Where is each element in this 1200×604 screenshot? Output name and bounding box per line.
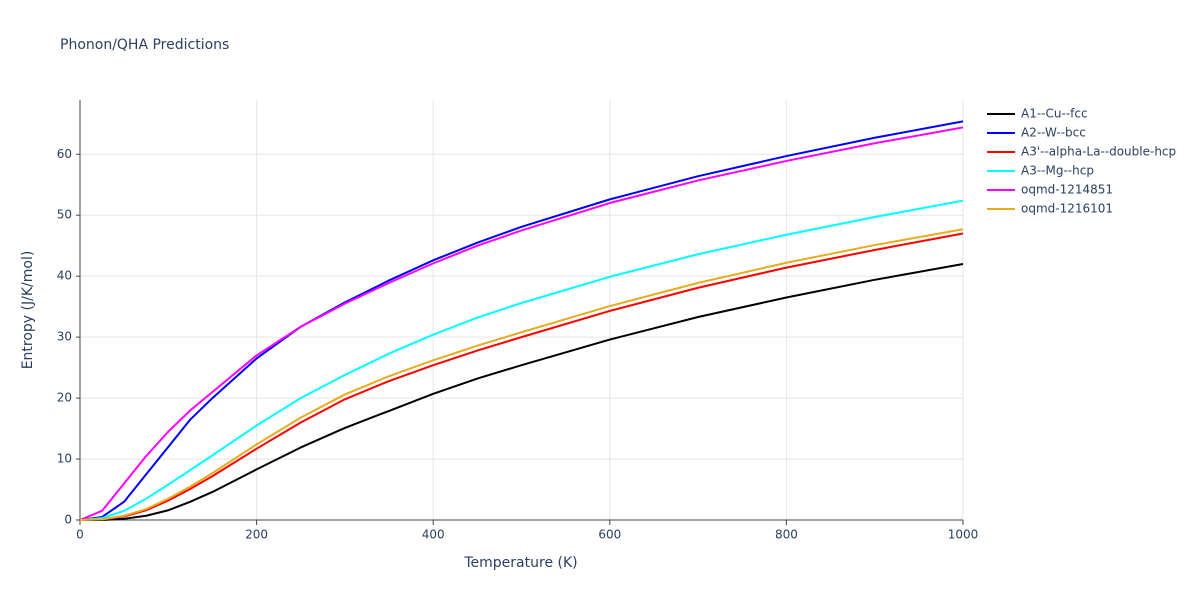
y-tick-label: 60 — [57, 147, 72, 161]
x-axis-title: Temperature (K) — [463, 555, 577, 571]
x-tick-label: 600 — [598, 528, 621, 542]
y-axis-title: Entropy (J/K/mol) — [20, 251, 36, 370]
y-tick-label: 0 — [64, 513, 72, 527]
x-tick-label: 1000 — [948, 528, 979, 542]
x-tick-label: 400 — [422, 528, 445, 542]
chart-title: Phonon/QHA Predictions — [60, 37, 229, 53]
y-tick-label: 20 — [57, 391, 72, 405]
y-tick-label: 40 — [57, 269, 72, 283]
line-series — [79, 126, 964, 521]
line-series — [79, 228, 964, 521]
y-tick-label: 10 — [57, 452, 72, 466]
legend-label: A3--Mg--hcp — [1021, 164, 1094, 178]
legend-label: A2--W--bcc — [1021, 126, 1086, 140]
y-tick-label: 50 — [57, 208, 72, 222]
line-series — [80, 262, 964, 521]
x-tick-label: 0 — [76, 528, 84, 542]
line-series — [79, 232, 964, 521]
legend-label: A1--Cu--fcc — [1021, 107, 1088, 121]
y-tick-label: 30 — [57, 330, 72, 344]
legend-label: oqmd-1214851 — [1021, 183, 1113, 197]
legend-label: oqmd-1216101 — [1021, 202, 1113, 216]
x-tick-label: 800 — [775, 528, 798, 542]
line-series — [79, 199, 964, 521]
x-tick-label: 200 — [245, 528, 268, 542]
legend-label: A3'--alpha-La--double-hcp — [1021, 145, 1176, 159]
line-series — [79, 120, 964, 521]
